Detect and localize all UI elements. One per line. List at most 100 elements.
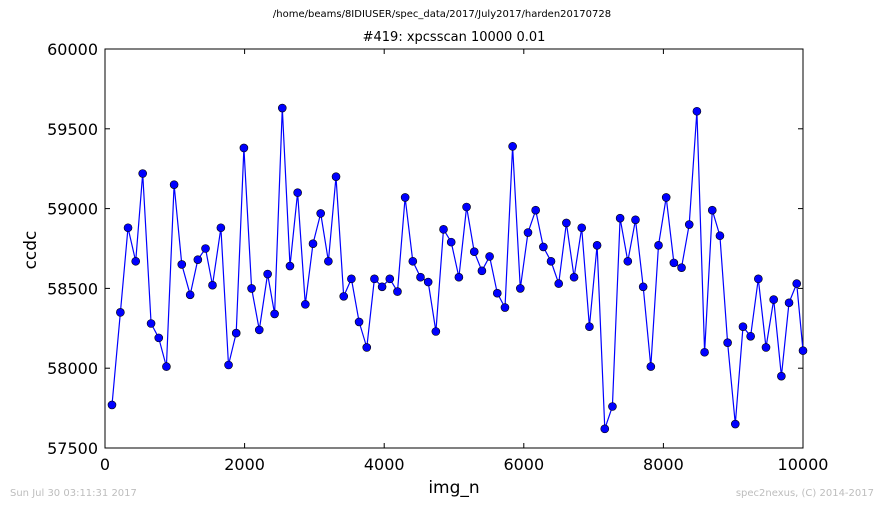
data-point bbox=[423, 277, 433, 287]
x-axis-label: img_n bbox=[428, 478, 480, 498]
data-point bbox=[646, 362, 656, 371]
data-point bbox=[263, 269, 272, 279]
data-point bbox=[216, 223, 226, 233]
data-point bbox=[715, 231, 725, 241]
data-point bbox=[692, 106, 702, 116]
data-point bbox=[600, 424, 610, 434]
y-tick-label: 58000 bbox=[47, 359, 98, 378]
data-point bbox=[301, 300, 310, 309]
y-tick-label: 58500 bbox=[47, 279, 98, 298]
data-point bbox=[738, 322, 748, 332]
data-point bbox=[469, 247, 479, 256]
data-point bbox=[131, 256, 141, 266]
data-point bbox=[462, 202, 471, 212]
data-point bbox=[416, 272, 425, 282]
data-point bbox=[347, 274, 356, 284]
data-point bbox=[169, 180, 179, 189]
data-point bbox=[116, 308, 125, 317]
data-point bbox=[539, 242, 548, 252]
data-point bbox=[377, 282, 387, 292]
chart-title: #419: xpcsscan 10000 0.01 bbox=[362, 30, 546, 45]
data-point bbox=[208, 280, 217, 290]
y-tick-label: 60000 bbox=[47, 40, 98, 59]
data-point bbox=[784, 298, 794, 308]
series-layer bbox=[107, 103, 808, 434]
data-point bbox=[316, 209, 325, 218]
data-point bbox=[277, 103, 287, 113]
data-point bbox=[354, 317, 364, 327]
data-point bbox=[454, 272, 464, 282]
data-point bbox=[362, 343, 372, 352]
data-point bbox=[408, 256, 418, 266]
data-point bbox=[730, 419, 740, 429]
data-point bbox=[777, 371, 786, 381]
data-point bbox=[370, 274, 379, 284]
data-point bbox=[231, 328, 241, 338]
axis-ticks: 0 2000 4000 6000 8000 10000 57500 58000 58500 590… bbox=[47, 40, 828, 474]
data-point bbox=[439, 225, 448, 234]
data-point bbox=[393, 287, 402, 296]
data-point bbox=[201, 244, 210, 253]
data-point bbox=[162, 362, 171, 371]
data-point bbox=[185, 290, 195, 300]
data-point bbox=[746, 331, 755, 341]
data-point bbox=[285, 261, 295, 271]
data-point bbox=[293, 188, 302, 197]
data-point bbox=[654, 241, 663, 250]
data-point bbox=[523, 228, 533, 237]
data-point bbox=[792, 279, 802, 288]
data-point bbox=[254, 325, 264, 335]
data-point bbox=[308, 239, 318, 249]
data-point bbox=[477, 266, 487, 276]
data-point bbox=[669, 258, 679, 268]
file-path-header: /home/beams/8IDIUSER/spec_data/2017/July… bbox=[272, 9, 612, 20]
data-point bbox=[324, 256, 333, 266]
data-point bbox=[585, 322, 594, 332]
y-tick-label: 57500 bbox=[47, 439, 98, 458]
data-point bbox=[193, 255, 203, 264]
data-point bbox=[638, 282, 648, 292]
data-point bbox=[331, 172, 341, 181]
data-point bbox=[224, 360, 233, 370]
y-tick-label: 59000 bbox=[47, 200, 98, 219]
data-point bbox=[723, 338, 732, 347]
data-point bbox=[546, 256, 556, 266]
x-tick-label: 6000 bbox=[503, 455, 544, 474]
x-tick-label: 8000 bbox=[643, 455, 684, 474]
data-point bbox=[247, 284, 256, 293]
data-point bbox=[154, 333, 164, 343]
data-point bbox=[631, 215, 640, 225]
data-point bbox=[569, 272, 579, 282]
data-point bbox=[177, 260, 187, 269]
y-tick-label: 59500 bbox=[47, 120, 98, 139]
data-point bbox=[577, 223, 587, 233]
data-point bbox=[608, 402, 617, 411]
plot-area bbox=[104, 48, 804, 449]
data-point bbox=[239, 143, 249, 153]
data-point bbox=[700, 347, 709, 357]
footer-credit: spec2nexus, (C) 2014-2017 bbox=[735, 488, 874, 499]
data-point bbox=[270, 309, 279, 319]
data-point bbox=[707, 205, 717, 215]
data-point bbox=[754, 274, 763, 284]
data-point bbox=[446, 237, 456, 247]
data-point bbox=[562, 218, 571, 228]
data-point bbox=[508, 142, 517, 151]
data-point bbox=[516, 284, 525, 293]
data-point bbox=[500, 303, 510, 312]
data-point bbox=[146, 319, 156, 328]
data-point bbox=[677, 263, 686, 272]
data-point bbox=[138, 169, 147, 178]
data-point bbox=[623, 256, 633, 266]
footer-timestamp: Sun Jul 30 03:11:31 2017 bbox=[10, 488, 137, 499]
data-point bbox=[107, 400, 117, 410]
data-point bbox=[492, 288, 502, 298]
data-point bbox=[485, 252, 494, 261]
y-axis-label: ccdc bbox=[21, 230, 41, 270]
data-point bbox=[769, 295, 778, 304]
data-point bbox=[798, 346, 808, 355]
data-point bbox=[684, 220, 694, 229]
data-point bbox=[385, 274, 395, 284]
data-point bbox=[400, 193, 410, 202]
